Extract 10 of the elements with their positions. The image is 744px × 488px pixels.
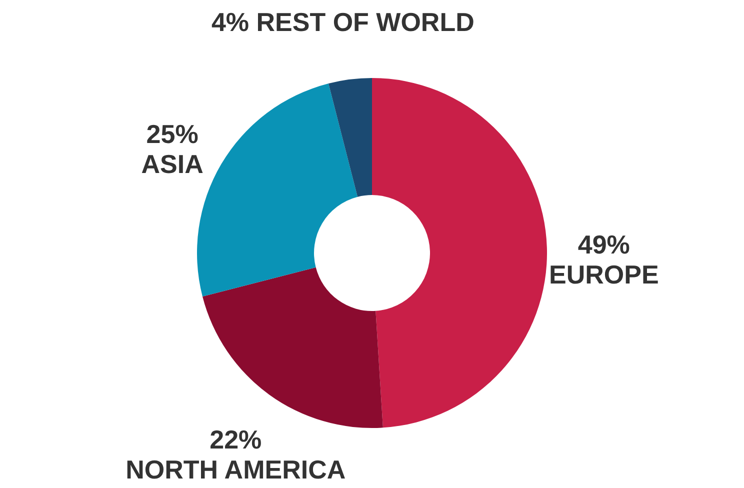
slice-label: EUROPE — [548, 260, 659, 290]
data-label: 49% — [578, 230, 630, 260]
donut-slice — [328, 78, 372, 197]
slice-label: NORTH AMERICA — [126, 454, 346, 485]
donut-slice — [202, 267, 383, 428]
slice-label: ASIA — [141, 148, 204, 179]
slice-label: 4% REST OF WORLD — [211, 6, 474, 37]
donut-slice — [372, 78, 547, 428]
data-label: 22% — [210, 424, 262, 455]
data-label: 25% — [146, 118, 198, 149]
